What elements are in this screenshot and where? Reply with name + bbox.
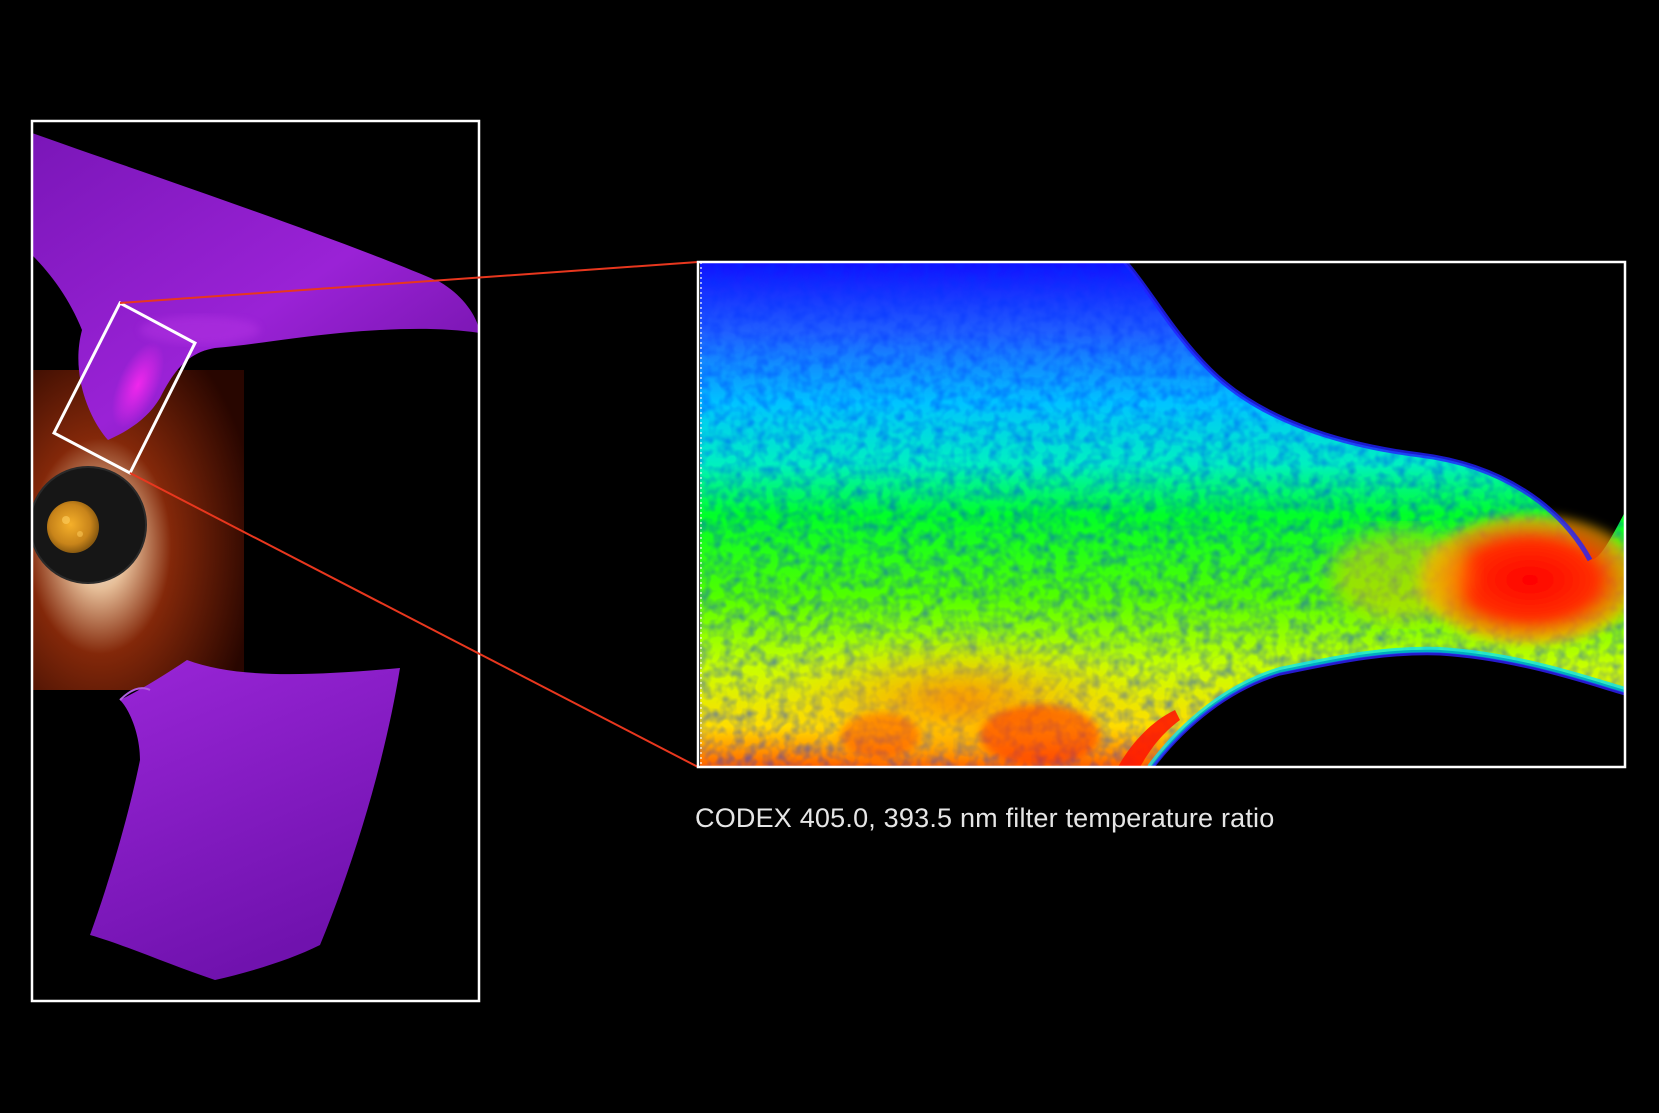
context-panel: [32, 133, 479, 980]
context-frame: [30, 119, 481, 1003]
streamer-top: [32, 133, 479, 440]
streamer-bottom: [90, 660, 400, 980]
callout-line-top: [119, 261, 699, 304]
heatmap-panel: [698, 262, 1625, 767]
top-band: [0, 0, 1659, 20]
heatmap-caption: CODEX 405.0, 393.5 nm filter temperature…: [695, 803, 1275, 833]
hot-region: [1410, 510, 1625, 650]
heatmap-frame: [696, 260, 1627, 769]
callout-line-bottom: [129, 472, 699, 768]
sun-disk: [47, 501, 99, 553]
